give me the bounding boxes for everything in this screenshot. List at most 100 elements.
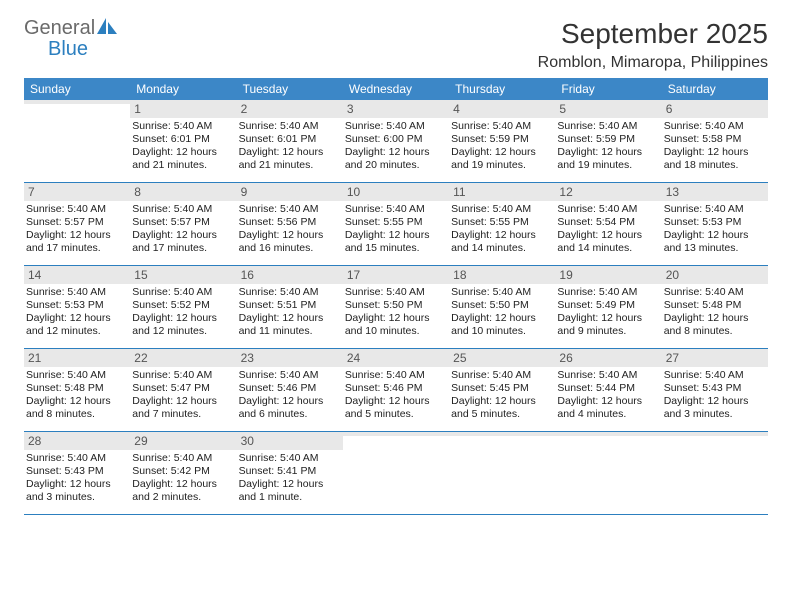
sunset-text: Sunset: 6:01 PM xyxy=(132,133,232,146)
day-number: 14 xyxy=(24,266,130,284)
calendar-day-cell: 13Sunrise: 5:40 AMSunset: 5:53 PMDayligh… xyxy=(662,183,768,265)
day-number: 10 xyxy=(343,183,449,201)
day-number: 1 xyxy=(130,100,236,118)
sunrise-text: Sunrise: 5:40 AM xyxy=(239,120,339,133)
daylight-text: Daylight: 12 hours and 19 minutes. xyxy=(557,146,657,172)
day-number: 20 xyxy=(662,266,768,284)
day-number xyxy=(662,432,768,436)
calendar: SundayMondayTuesdayWednesdayThursdayFrid… xyxy=(24,78,768,515)
daylight-text: Daylight: 12 hours and 20 minutes. xyxy=(345,146,445,172)
sunset-text: Sunset: 5:53 PM xyxy=(664,216,764,229)
day-body: Sunrise: 5:40 AMSunset: 5:42 PMDaylight:… xyxy=(130,450,236,507)
calendar-header-cell: Wednesday xyxy=(343,78,449,100)
day-number: 6 xyxy=(662,100,768,118)
sunset-text: Sunset: 5:48 PM xyxy=(26,382,126,395)
sunrise-text: Sunrise: 5:40 AM xyxy=(451,369,551,382)
calendar-header-cell: Saturday xyxy=(662,78,768,100)
day-number: 17 xyxy=(343,266,449,284)
calendar-header-cell: Friday xyxy=(555,78,661,100)
sunset-text: Sunset: 5:57 PM xyxy=(26,216,126,229)
logo-text: General Blue xyxy=(24,18,117,60)
sunset-text: Sunset: 5:44 PM xyxy=(557,382,657,395)
day-number: 9 xyxy=(237,183,343,201)
day-body: Sunrise: 5:40 AMSunset: 5:41 PMDaylight:… xyxy=(237,450,343,507)
day-body: Sunrise: 5:40 AMSunset: 5:48 PMDaylight:… xyxy=(24,367,130,424)
calendar-day-cell: 12Sunrise: 5:40 AMSunset: 5:54 PMDayligh… xyxy=(555,183,661,265)
sunset-text: Sunset: 5:45 PM xyxy=(451,382,551,395)
sunset-text: Sunset: 5:41 PM xyxy=(239,465,339,478)
daylight-text: Daylight: 12 hours and 15 minutes. xyxy=(345,229,445,255)
sunrise-text: Sunrise: 5:40 AM xyxy=(132,286,232,299)
calendar-day-cell: 23Sunrise: 5:40 AMSunset: 5:46 PMDayligh… xyxy=(237,349,343,431)
calendar-day-cell: 20Sunrise: 5:40 AMSunset: 5:48 PMDayligh… xyxy=(662,266,768,348)
calendar-day-cell: 1Sunrise: 5:40 AMSunset: 6:01 PMDaylight… xyxy=(130,100,236,182)
calendar-day-cell: 26Sunrise: 5:40 AMSunset: 5:44 PMDayligh… xyxy=(555,349,661,431)
day-body: Sunrise: 5:40 AMSunset: 6:01 PMDaylight:… xyxy=(130,118,236,175)
sunset-text: Sunset: 5:43 PM xyxy=(664,382,764,395)
calendar-day-cell: 8Sunrise: 5:40 AMSunset: 5:57 PMDaylight… xyxy=(130,183,236,265)
day-number: 26 xyxy=(555,349,661,367)
day-body: Sunrise: 5:40 AMSunset: 6:00 PMDaylight:… xyxy=(343,118,449,175)
calendar-day-cell xyxy=(449,432,555,514)
sunset-text: Sunset: 5:57 PM xyxy=(132,216,232,229)
day-body: Sunrise: 5:40 AMSunset: 5:46 PMDaylight:… xyxy=(237,367,343,424)
calendar-day-cell: 11Sunrise: 5:40 AMSunset: 5:55 PMDayligh… xyxy=(449,183,555,265)
sunset-text: Sunset: 5:54 PM xyxy=(557,216,657,229)
day-number: 24 xyxy=(343,349,449,367)
daylight-text: Daylight: 12 hours and 9 minutes. xyxy=(557,312,657,338)
day-body: Sunrise: 5:40 AMSunset: 5:47 PMDaylight:… xyxy=(130,367,236,424)
calendar-day-cell: 15Sunrise: 5:40 AMSunset: 5:52 PMDayligh… xyxy=(130,266,236,348)
calendar-day-cell: 6Sunrise: 5:40 AMSunset: 5:58 PMDaylight… xyxy=(662,100,768,182)
day-body: Sunrise: 5:40 AMSunset: 5:44 PMDaylight:… xyxy=(555,367,661,424)
daylight-text: Daylight: 12 hours and 21 minutes. xyxy=(132,146,232,172)
daylight-text: Daylight: 12 hours and 5 minutes. xyxy=(451,395,551,421)
sunrise-text: Sunrise: 5:40 AM xyxy=(664,203,764,216)
calendar-day-cell: 25Sunrise: 5:40 AMSunset: 5:45 PMDayligh… xyxy=(449,349,555,431)
daylight-text: Daylight: 12 hours and 1 minute. xyxy=(239,478,339,504)
sunset-text: Sunset: 5:55 PM xyxy=(451,216,551,229)
day-number: 28 xyxy=(24,432,130,450)
daylight-text: Daylight: 12 hours and 2 minutes. xyxy=(132,478,232,504)
calendar-header-cell: Sunday xyxy=(24,78,130,100)
day-body: Sunrise: 5:40 AMSunset: 5:53 PMDaylight:… xyxy=(662,201,768,258)
sunset-text: Sunset: 5:59 PM xyxy=(557,133,657,146)
day-body: Sunrise: 5:40 AMSunset: 5:45 PMDaylight:… xyxy=(449,367,555,424)
sunset-text: Sunset: 5:53 PM xyxy=(26,299,126,312)
calendar-header-cell: Tuesday xyxy=(237,78,343,100)
day-body: Sunrise: 5:40 AMSunset: 5:51 PMDaylight:… xyxy=(237,284,343,341)
day-number: 30 xyxy=(237,432,343,450)
daylight-text: Daylight: 12 hours and 8 minutes. xyxy=(664,312,764,338)
calendar-day-cell: 28Sunrise: 5:40 AMSunset: 5:43 PMDayligh… xyxy=(24,432,130,514)
day-number xyxy=(24,100,130,104)
daylight-text: Daylight: 12 hours and 14 minutes. xyxy=(557,229,657,255)
day-number: 13 xyxy=(662,183,768,201)
sunrise-text: Sunrise: 5:40 AM xyxy=(239,452,339,465)
day-number: 22 xyxy=(130,349,236,367)
sunrise-text: Sunrise: 5:40 AM xyxy=(451,286,551,299)
sunrise-text: Sunrise: 5:40 AM xyxy=(132,369,232,382)
day-body: Sunrise: 5:40 AMSunset: 5:55 PMDaylight:… xyxy=(343,201,449,258)
daylight-text: Daylight: 12 hours and 4 minutes. xyxy=(557,395,657,421)
calendar-header-cell: Monday xyxy=(130,78,236,100)
logo-general: General xyxy=(24,17,95,39)
day-body: Sunrise: 5:40 AMSunset: 5:54 PMDaylight:… xyxy=(555,201,661,258)
day-number: 25 xyxy=(449,349,555,367)
calendar-header-cell: Thursday xyxy=(449,78,555,100)
sunset-text: Sunset: 5:56 PM xyxy=(239,216,339,229)
calendar-day-cell: 18Sunrise: 5:40 AMSunset: 5:50 PMDayligh… xyxy=(449,266,555,348)
sunset-text: Sunset: 5:55 PM xyxy=(345,216,445,229)
sunset-text: Sunset: 5:58 PM xyxy=(664,133,764,146)
calendar-day-cell xyxy=(343,432,449,514)
sunrise-text: Sunrise: 5:40 AM xyxy=(451,120,551,133)
header: General Blue September 2025 Romblon, Mim… xyxy=(24,18,768,72)
sunrise-text: Sunrise: 5:40 AM xyxy=(345,286,445,299)
day-body: Sunrise: 5:40 AMSunset: 5:59 PMDaylight:… xyxy=(555,118,661,175)
daylight-text: Daylight: 12 hours and 17 minutes. xyxy=(26,229,126,255)
daylight-text: Daylight: 12 hours and 12 minutes. xyxy=(26,312,126,338)
calendar-week: 28Sunrise: 5:40 AMSunset: 5:43 PMDayligh… xyxy=(24,432,768,515)
day-body: Sunrise: 5:40 AMSunset: 5:50 PMDaylight:… xyxy=(343,284,449,341)
sunset-text: Sunset: 5:50 PM xyxy=(345,299,445,312)
day-body: Sunrise: 5:40 AMSunset: 6:01 PMDaylight:… xyxy=(237,118,343,175)
calendar-day-cell: 2Sunrise: 5:40 AMSunset: 6:01 PMDaylight… xyxy=(237,100,343,182)
logo-sail-icon xyxy=(97,17,117,39)
